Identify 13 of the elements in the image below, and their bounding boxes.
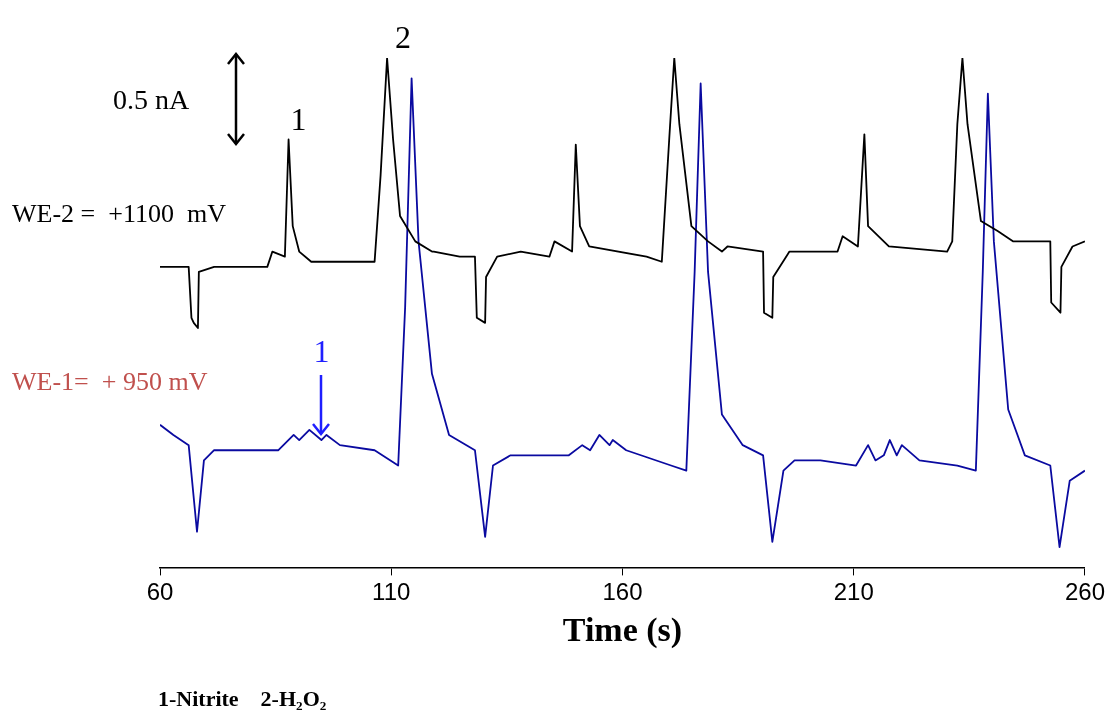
annotation: 2 (395, 19, 412, 56)
annotation: 1 (290, 100, 307, 137)
annotation: 1 (313, 333, 330, 370)
annotation: 0.5 nA (113, 84, 190, 116)
x-tick-label: 260 (1064, 578, 1105, 606)
x-axis-title: Time (s) (562, 611, 683, 650)
x-tick-label: 110 (372, 578, 411, 606)
text: 1-Nitrite 2-H₂O₂ (158, 686, 327, 712)
x-tick-label: 60 (146, 578, 174, 606)
series-label: WE-1= + 950 mV (12, 366, 208, 397)
series-label: WE-2 = +1100 mV (12, 198, 226, 229)
x-tick-label: 160 (602, 578, 643, 606)
x-tick-label: 210 (833, 578, 874, 606)
